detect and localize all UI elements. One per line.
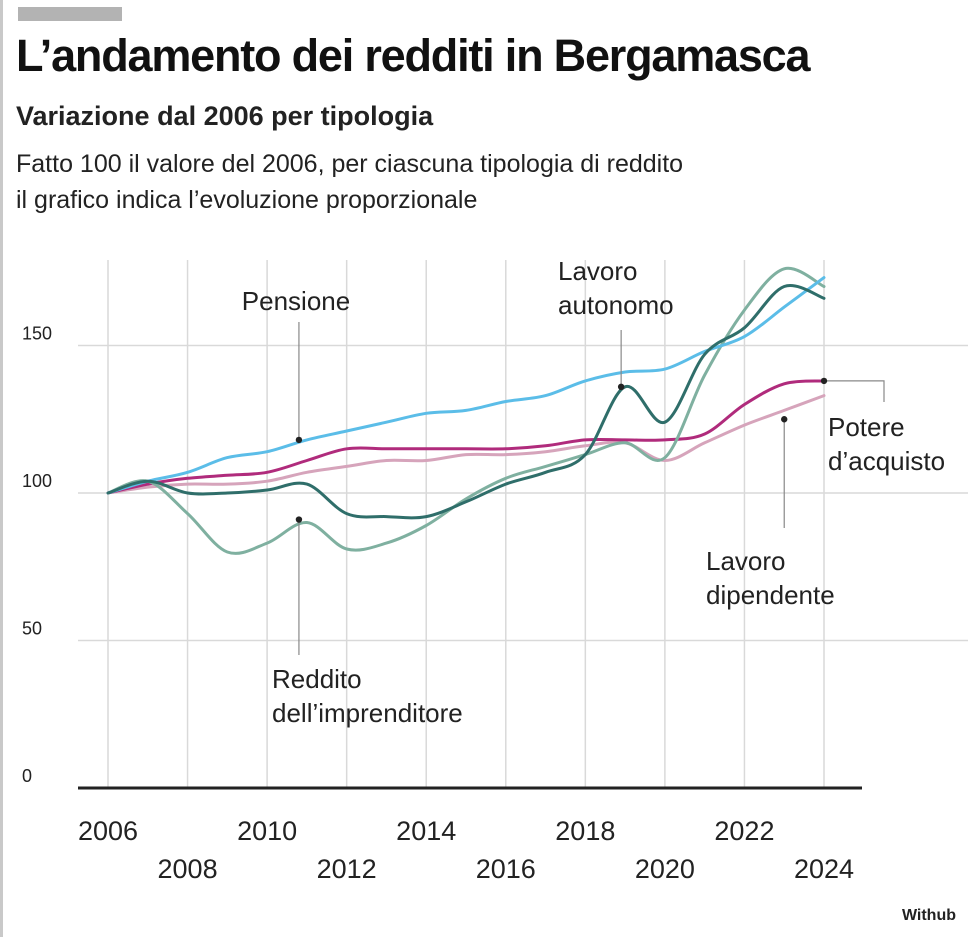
x-tick-label: 2008 bbox=[158, 854, 218, 884]
series-line-pensione bbox=[106, 276, 826, 495]
annotation-lavoro-autonomo: Lavoro autonomo bbox=[558, 256, 674, 320]
annotations: Pensione Lavoro autonomo Reddito dell’impren… bbox=[242, 256, 945, 728]
leader-potere-acquisto bbox=[824, 380, 885, 402]
y-tick-label: 100 bbox=[22, 471, 52, 491]
grid bbox=[78, 260, 968, 788]
chart-note-line2: il grafico indica l’evoluzione proporzio… bbox=[16, 186, 478, 214]
annotation-lavoro-dipendente: Lavoro dipendente bbox=[706, 546, 835, 610]
chart-note-line1: Fatto 100 il valore del 2006, per ciascu… bbox=[16, 150, 684, 178]
x-tick-label: 2018 bbox=[555, 816, 615, 846]
y-tick-label: 50 bbox=[22, 619, 42, 639]
series-line-potere-acquisto bbox=[106, 379, 826, 495]
x-tick-label: 2010 bbox=[237, 816, 297, 846]
source-credit: Withub bbox=[901, 907, 956, 924]
y-tick-label: 150 bbox=[22, 324, 52, 344]
chart-title: L’andamento dei redditi in Bergamasca bbox=[16, 30, 811, 81]
x-tick-label: 2012 bbox=[317, 854, 377, 884]
y-tick-label: 0 bbox=[22, 766, 32, 786]
left-border bbox=[0, 0, 3, 937]
series-line-lavoro-autonomo bbox=[106, 284, 826, 520]
axes: 0 50 100 150 2006 2008 2010 2012 2014 2016 2018 202… bbox=[22, 324, 862, 884]
annotation-pensione: Pensione bbox=[242, 286, 350, 316]
series-lines bbox=[106, 266, 826, 555]
series-line-reddito-imprenditore bbox=[106, 266, 826, 555]
header-accent-bar bbox=[18, 7, 122, 21]
x-tick-label: 2024 bbox=[794, 854, 854, 884]
annotation-reddito-imprenditore: Reddito dell’imprenditore bbox=[272, 664, 463, 728]
x-tick-label: 2006 bbox=[78, 816, 138, 846]
marker-lavoro-dipendente bbox=[781, 416, 788, 423]
x-tick-label: 2020 bbox=[635, 854, 695, 884]
chart-subtitle: Variazione dal 2006 per tipologia bbox=[16, 101, 434, 131]
x-tick-label: 2014 bbox=[396, 816, 456, 846]
marker-pensione bbox=[295, 436, 303, 444]
x-tick-label: 2022 bbox=[714, 816, 774, 846]
marker-reddito-imprenditore bbox=[295, 516, 303, 523]
x-tick-label: 2016 bbox=[476, 854, 536, 884]
marker-potere-acquisto bbox=[820, 377, 828, 385]
annotation-potere-acquisto: Potere d’acquisto bbox=[828, 412, 945, 476]
series-line-lavoro-dipendente bbox=[106, 394, 826, 495]
marker-lavoro-autonomo bbox=[617, 383, 625, 390]
